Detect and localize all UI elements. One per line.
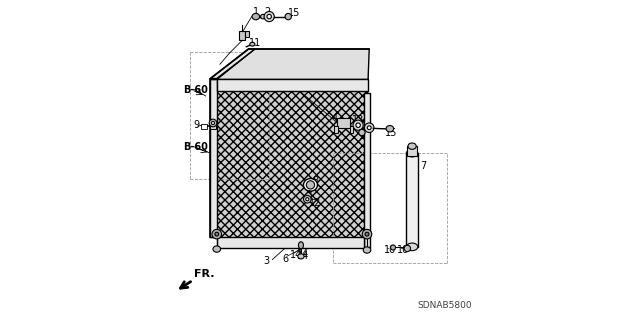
Bar	[337, 118, 350, 128]
Text: 15: 15	[287, 8, 300, 18]
Ellipse shape	[406, 149, 418, 157]
Polygon shape	[217, 50, 367, 249]
Polygon shape	[217, 79, 367, 91]
Ellipse shape	[298, 254, 304, 259]
Ellipse shape	[353, 120, 363, 130]
Ellipse shape	[285, 13, 291, 20]
Polygon shape	[211, 78, 217, 237]
Text: 1: 1	[253, 7, 259, 17]
Polygon shape	[217, 237, 364, 249]
Ellipse shape	[213, 246, 221, 252]
Polygon shape	[211, 49, 255, 78]
Polygon shape	[364, 93, 369, 249]
Text: 14: 14	[297, 251, 309, 261]
Text: 5: 5	[239, 31, 246, 41]
Text: 10: 10	[383, 245, 396, 255]
Ellipse shape	[212, 229, 221, 239]
Ellipse shape	[386, 125, 394, 132]
Polygon shape	[217, 49, 369, 91]
Ellipse shape	[303, 179, 317, 191]
Ellipse shape	[367, 126, 371, 130]
Text: 1: 1	[359, 131, 365, 141]
Text: B-60: B-60	[183, 85, 207, 95]
Bar	[406, 153, 418, 247]
Ellipse shape	[359, 129, 365, 136]
Ellipse shape	[306, 197, 309, 201]
Text: 2: 2	[364, 120, 371, 130]
Text: 15: 15	[385, 129, 397, 138]
Ellipse shape	[211, 122, 214, 124]
Text: 6: 6	[209, 223, 216, 233]
Text: SDNAB5800: SDNAB5800	[418, 301, 472, 310]
Ellipse shape	[364, 123, 374, 132]
Bar	[239, 31, 245, 41]
Text: 13: 13	[353, 115, 365, 125]
Text: 9: 9	[193, 120, 199, 130]
Bar	[245, 31, 249, 37]
Text: FR.: FR.	[194, 269, 214, 279]
Ellipse shape	[363, 247, 371, 253]
Bar	[211, 123, 216, 129]
Text: 10: 10	[397, 245, 409, 255]
Ellipse shape	[215, 232, 219, 236]
Text: 7: 7	[420, 161, 426, 171]
Ellipse shape	[406, 243, 418, 251]
Ellipse shape	[307, 181, 315, 189]
Text: 14: 14	[290, 250, 302, 260]
Ellipse shape	[260, 14, 265, 19]
Text: B-60: B-60	[183, 142, 207, 152]
Ellipse shape	[303, 196, 311, 203]
Bar	[334, 126, 338, 132]
Ellipse shape	[365, 232, 369, 236]
Bar	[407, 146, 417, 156]
Text: 14: 14	[298, 249, 310, 259]
Ellipse shape	[209, 119, 217, 127]
Ellipse shape	[250, 42, 255, 46]
Ellipse shape	[264, 11, 275, 22]
Text: 8: 8	[312, 176, 319, 186]
Ellipse shape	[362, 229, 372, 239]
Ellipse shape	[356, 123, 360, 127]
Ellipse shape	[390, 245, 396, 250]
Ellipse shape	[408, 143, 416, 149]
Ellipse shape	[404, 245, 410, 252]
Ellipse shape	[267, 14, 271, 19]
Bar	[201, 124, 207, 129]
Text: 4: 4	[332, 113, 338, 123]
Bar	[349, 126, 353, 132]
Text: 12: 12	[309, 198, 321, 208]
Text: 3: 3	[263, 256, 269, 265]
Text: 2: 2	[265, 7, 271, 17]
Ellipse shape	[298, 242, 303, 249]
Ellipse shape	[252, 13, 260, 20]
Text: 11: 11	[249, 38, 261, 48]
Text: 6: 6	[282, 254, 289, 263]
